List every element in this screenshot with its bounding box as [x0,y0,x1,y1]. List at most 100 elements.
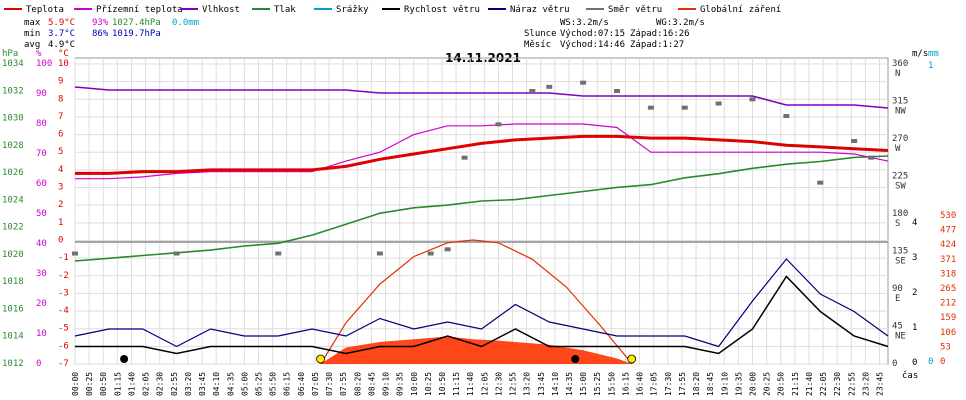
wind-axis-tick: 2 [912,288,917,298]
legend-label: Srážky [336,5,369,15]
x-tick-label: 23:45 [876,372,885,396]
direction-compass: S [895,219,900,229]
x-tick-label: 08:45 [367,372,376,396]
temperature-axis-tick: -4 [58,306,69,316]
direction-tick: 315 [892,97,908,107]
temperature-axis-tick: 2 [58,200,63,210]
x-tick-label: 09:10 [382,372,391,396]
x-tick-label: 10:50 [438,372,447,396]
moon-marker [120,355,129,363]
legend-label: Rychlost větru [404,5,480,15]
plot-frame [74,57,889,365]
x-tick-label: 16:40 [636,372,645,396]
x-tick-label: 13:20 [523,372,532,396]
stat-min-press: 1019.7hPa [112,29,161,39]
wind-direction-point [529,89,536,93]
wind-direction-point [275,251,282,256]
temperature-axis-tick: -7 [58,359,69,369]
wind-gust-line [74,258,889,348]
temperature-axis-tick: -6 [58,341,69,351]
x-tick-label: 07:05 [311,372,320,396]
sun-set: Západ:16:26 [630,29,690,39]
x-tick-label: 02:55 [170,372,179,396]
wind-axis-tick: 4 [912,218,917,228]
temperature-axis-tick: -1 [58,253,69,263]
legend-label: Tlak [274,5,296,15]
direction-tick: 180 [892,209,908,219]
x-tick-label: 00:25 [85,372,94,396]
x-tick-label: 03:45 [198,372,207,396]
x-tick-label: 22:55 [847,372,856,396]
wind-direction-point [817,180,824,185]
radiation-axis-tick: 424 [940,240,956,250]
rain-axis-tick: 0 [928,357,933,367]
wind-axis-unit: m/s [912,49,928,59]
direction-tick: 270 [892,134,908,144]
x-tick-label: 06:40 [297,372,306,396]
x-tick-label: 20:00 [749,372,758,396]
x-tick-label: 02:05 [142,372,151,396]
direction-compass: NE [895,332,906,342]
x-tick-label: 00:50 [99,372,108,396]
stat-avg-label: avg [24,40,40,50]
x-tick-label: 08:20 [353,372,362,396]
wind-direction-point [546,84,553,89]
x-tick-label: 01:40 [127,372,136,396]
x-tick-label: 19:10 [720,372,729,396]
legend-label: Přízemní teplota [96,5,183,15]
pressure-axis-tick: 1012 [2,359,24,369]
wind-direction-point [614,89,620,93]
x-tick-label: 16:15 [621,372,630,396]
pressure-axis-unit: hPa [2,49,18,59]
stat-max-press: 1027.4hPa [112,18,161,28]
legend-label: Vlhkost [202,5,240,15]
moon-label: Měsíc [524,40,551,50]
direction-tick: 45 [892,322,903,332]
x-tick-label: 04:10 [212,372,221,396]
direction-tick: 360 [892,59,908,69]
wind-direction-point [749,97,756,102]
wind-direction-point [495,122,502,127]
legend-label: Náraz větru [510,5,570,15]
wind-speed-line [75,275,889,355]
x-tick-label: 20:50 [777,372,786,396]
x-tick-label: 05:50 [269,372,278,396]
theoretical-radiation-line [320,239,633,365]
x-tick-label: 21:15 [791,372,800,396]
humidity-axis-tick: 10 [36,329,47,339]
humidity-axis-tick: 70 [36,149,47,159]
temperature-axis-tick: 6 [58,130,63,140]
x-tick-label: 09:35 [396,372,405,396]
radiation-axis-tick: 318 [940,269,956,279]
pressure-axis-tick: 1030 [2,114,24,124]
x-tick-label: 02:30 [156,372,165,396]
x-tick-label: 10:00 [410,372,419,396]
wind-wg: WG:3.2m/s [656,18,705,28]
wind-direction-point [868,155,875,160]
direction-tick: 90 [892,284,903,294]
x-tick-label: 12:05 [480,372,489,396]
pressure-axis-tick: 1020 [2,250,24,260]
wind-axis-tick: 1 [912,323,917,333]
temperature-axis-tick: 9 [58,77,63,87]
x-tick-label: 15:00 [579,372,588,396]
direction-compass: E [895,294,900,304]
legend-label: Globální záření [700,5,781,15]
pressure-axis-tick: 1026 [2,168,24,178]
wind-axis-tick: 0 [912,358,917,368]
temperature-axis-tick: 5 [58,147,63,157]
pressure-axis-tick: 1032 [2,86,24,96]
x-tick-label: 18:20 [692,372,701,396]
moon-set: Západ:1:27 [630,40,684,50]
wind-direction-point [783,114,790,118]
wind-direction-point [851,139,858,143]
humidity-axis-tick: 60 [36,179,47,189]
rain-axis-unit: mm [928,49,939,59]
x-tick-label: 00:00 [71,372,80,396]
x-tick-label: 14:35 [565,372,574,396]
temperature-line [75,134,889,175]
temperature-axis-tick: 4 [58,165,63,175]
x-tick-label: 12:55 [509,372,518,396]
wind-direction-point [427,251,434,256]
wind-direction-point [461,155,468,160]
